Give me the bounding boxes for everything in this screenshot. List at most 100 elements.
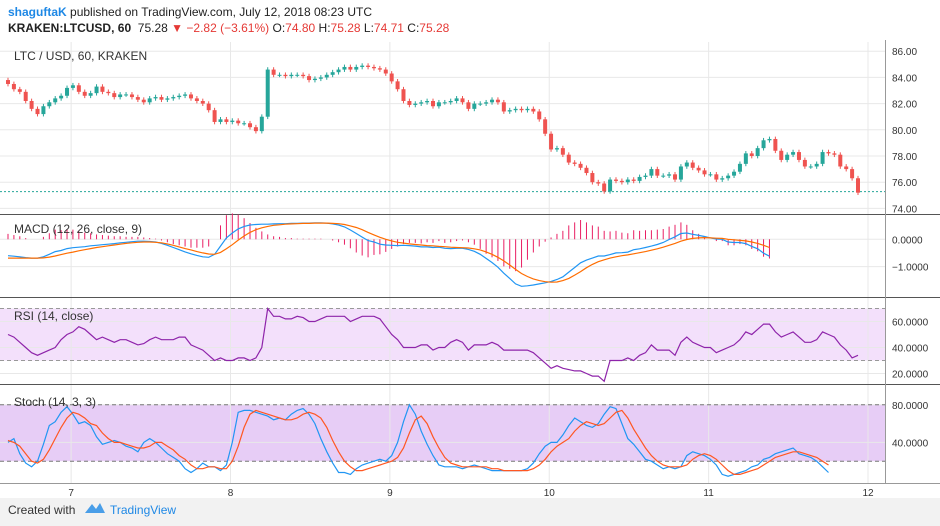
candle-body xyxy=(572,162,577,164)
x-tick-label: 10 xyxy=(544,488,556,498)
stoch-tick-label: 80.0000 xyxy=(892,401,929,412)
x-tick-label: 9 xyxy=(387,488,393,498)
rsi-pane-title: RSI (14, close) xyxy=(14,309,93,323)
candle-body xyxy=(495,99,500,103)
candle-body xyxy=(135,97,140,100)
candle-body xyxy=(613,179,618,181)
candle-body xyxy=(696,167,701,171)
candle-body xyxy=(690,162,695,168)
candle-body xyxy=(236,120,241,124)
candle-body xyxy=(608,179,613,192)
chart-area[interactable]: 86.00 84.00 82.00 80.00 78.00 76.00 74.00 0.000… xyxy=(0,40,940,498)
candle-body xyxy=(82,91,87,96)
candle-body xyxy=(566,154,571,163)
stoch-pane-title: Stoch (14, 3, 3) xyxy=(14,395,96,409)
candle-body xyxy=(661,175,666,177)
candle-body xyxy=(501,102,506,112)
footer-brand[interactable]: TradingView xyxy=(110,503,177,517)
candle-body xyxy=(11,83,16,90)
candle-body xyxy=(490,99,495,103)
candle-body xyxy=(141,99,146,103)
publish-line: shaguftaK published on TradingView.com, … xyxy=(8,5,372,19)
macd-pane-title: MACD (12, 26, close, 9) xyxy=(14,222,142,236)
candle-body xyxy=(743,153,748,164)
candle-body xyxy=(820,152,825,164)
candle-body xyxy=(342,66,347,70)
candle-body xyxy=(124,94,129,96)
candle-body xyxy=(318,77,323,79)
candle-body xyxy=(389,73,394,82)
candle-body xyxy=(737,163,742,172)
candle-body xyxy=(277,74,282,76)
candle-body xyxy=(88,93,93,96)
stoch-tick-label: 40.0000 xyxy=(892,438,929,449)
candle-body xyxy=(519,108,524,111)
stoch-d-line xyxy=(7,409,829,475)
candle-body xyxy=(348,66,353,70)
candle-body xyxy=(106,91,111,94)
candle-body xyxy=(377,68,382,70)
candle-body xyxy=(590,173,595,183)
candle-body xyxy=(507,110,512,112)
candle-body xyxy=(153,97,158,99)
candle-body xyxy=(401,89,406,101)
candle-body xyxy=(425,101,430,103)
candle-body xyxy=(826,152,831,154)
candle-body xyxy=(478,103,483,105)
candle-body xyxy=(856,178,860,193)
candle-body xyxy=(625,179,630,183)
high-value: 75.28 xyxy=(330,21,361,35)
candle-body xyxy=(602,183,607,192)
candle-body xyxy=(289,74,294,77)
candle-body xyxy=(431,101,435,107)
candle-body xyxy=(631,179,636,181)
candle-body xyxy=(324,74,329,78)
candle-body xyxy=(460,98,465,103)
publish-info: published on TradingView.com, July 12, 2… xyxy=(70,5,372,19)
candle-body xyxy=(554,148,559,150)
price-tick-label: 86.00 xyxy=(892,47,917,58)
candle-body xyxy=(779,150,784,160)
candle-body xyxy=(442,102,447,104)
candle-body xyxy=(448,101,453,103)
candle-body xyxy=(395,81,400,90)
candle-body xyxy=(330,72,335,75)
rsi-line xyxy=(7,307,859,383)
candle-body xyxy=(23,91,28,101)
price-tick-label: 82.00 xyxy=(892,100,917,111)
candle-body xyxy=(749,153,754,156)
price-tick-label: 80.00 xyxy=(892,126,917,137)
candle-body xyxy=(832,153,837,155)
candle-body xyxy=(212,110,217,122)
candle-body xyxy=(702,170,707,175)
stoch-k-line xyxy=(7,403,829,477)
author-link[interactable]: shaguftaK xyxy=(8,5,67,19)
candle-body xyxy=(147,98,152,103)
candle-body xyxy=(785,154,790,160)
x-tick-label: 11 xyxy=(703,488,714,498)
candle-body xyxy=(537,111,542,120)
candle-body xyxy=(248,123,253,128)
footer-created: Created with xyxy=(8,503,76,517)
candle-body xyxy=(354,66,359,70)
x-tick-label: 8 xyxy=(228,488,234,498)
candle-body xyxy=(454,98,459,101)
candle-body xyxy=(673,174,678,180)
candle-body xyxy=(94,86,99,94)
macd-tick-label: −1.0000 xyxy=(892,263,929,274)
candle-body xyxy=(419,102,424,104)
candle-body xyxy=(649,169,654,176)
candle-body xyxy=(171,97,176,99)
candle-body xyxy=(543,119,548,134)
candle-body xyxy=(531,108,536,112)
candle-body xyxy=(761,140,766,149)
signal-line xyxy=(8,222,770,283)
candle-body xyxy=(200,101,205,104)
rsi-tick-label: 60.0000 xyxy=(892,318,929,329)
price-tick-label: 74.00 xyxy=(892,204,917,215)
candle-body xyxy=(118,94,123,98)
candle-body xyxy=(684,162,689,167)
price-tick-label: 78.00 xyxy=(892,152,917,163)
candle-body xyxy=(655,169,660,176)
candle-body xyxy=(814,163,819,167)
